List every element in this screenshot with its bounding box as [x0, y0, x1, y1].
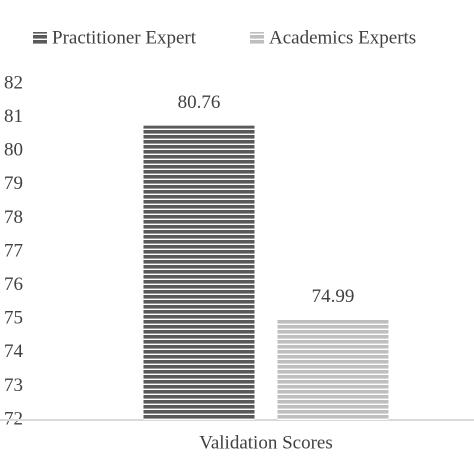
- y-tick-label: 74: [4, 341, 24, 362]
- y-tick-label: 75: [4, 308, 23, 329]
- y-tick-label: 82: [4, 72, 23, 93]
- legend-label: Practitioner Expert: [52, 27, 197, 48]
- legend-swatch: [33, 32, 47, 45]
- y-tick-label: 80: [4, 140, 23, 161]
- data-label: 80.76: [178, 92, 221, 113]
- y-tick-label: 72: [4, 408, 23, 429]
- y-tick-label: 76: [4, 274, 23, 295]
- y-tick-label: 78: [4, 207, 23, 228]
- y-tick-label: 81: [4, 106, 23, 127]
- legend-label: Academics Experts: [269, 27, 416, 48]
- bar: [143, 125, 255, 420]
- y-tick-label: 79: [4, 173, 23, 194]
- bar: [277, 319, 389, 420]
- data-label: 74.99: [312, 286, 355, 307]
- legend-swatch: [250, 32, 264, 45]
- x-tick-label: Validation Scores: [199, 432, 333, 453]
- y-tick-label: 73: [4, 375, 23, 396]
- y-tick-label: 77: [4, 240, 23, 261]
